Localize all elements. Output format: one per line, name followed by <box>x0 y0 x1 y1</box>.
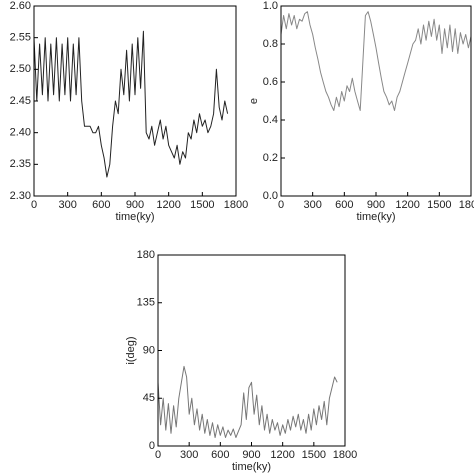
x-tick-label: 300 <box>180 449 198 461</box>
x-tick-label: 1500 <box>302 449 326 461</box>
y-tick-label: 0.4 <box>263 114 278 126</box>
data-line <box>280 11 472 111</box>
data-line <box>33 30 229 178</box>
x-tick-label: 300 <box>303 199 321 211</box>
x-tick-label: 1200 <box>156 199 180 211</box>
plot-frame <box>33 5 237 197</box>
y-tick-label: 0.6 <box>263 76 278 88</box>
y-tick-label: 45 <box>143 392 155 404</box>
y-tick-label: 1.0 <box>263 0 278 12</box>
y-tick-label: 0.2 <box>263 152 278 164</box>
x-tick-label: 1500 <box>427 199 451 211</box>
x-tick-label: 1500 <box>190 199 214 211</box>
y-tick-label: 2.55 <box>10 32 31 44</box>
y-tick-label: 0.8 <box>263 38 278 50</box>
x-tick-label: 300 <box>58 199 76 211</box>
x-tick-label: 600 <box>335 199 353 211</box>
y-tick-label: 2.40 <box>10 127 31 139</box>
x-tick-label: 0 <box>155 449 161 461</box>
y-tick-label: 90 <box>143 344 155 356</box>
y-tick-label: 135 <box>137 297 155 309</box>
x-tick-label: 1200 <box>270 449 294 461</box>
y-tick-label: 2.60 <box>10 0 31 12</box>
plot-frame <box>280 5 472 197</box>
x-tick-label: 0 <box>31 199 37 211</box>
y-axis-label: i(deg) <box>125 336 137 364</box>
x-tick-label: 600 <box>211 449 229 461</box>
x-tick-label: 1800 <box>333 449 357 461</box>
y-axis-label: e <box>248 98 260 104</box>
x-axis-label: time(ky) <box>115 211 154 223</box>
y-tick-label: 2.50 <box>10 63 31 75</box>
x-axis-label: time(ky) <box>356 211 395 223</box>
x-tick-label: 1200 <box>395 199 419 211</box>
x-tick-label: 0 <box>278 199 284 211</box>
data-line <box>157 365 338 438</box>
y-tick-label: 2.35 <box>10 158 31 170</box>
x-tick-label: 1800 <box>224 199 248 211</box>
x-tick-label: 900 <box>126 199 144 211</box>
x-tick-label: 600 <box>92 199 110 211</box>
x-tick-label: 1800 <box>459 199 474 211</box>
y-tick-label: 0 <box>149 440 155 452</box>
y-tick-label: 2.30 <box>10 190 31 202</box>
y-tick-label: 0.0 <box>263 190 278 202</box>
y-tick-label: 180 <box>137 249 155 261</box>
x-tick-label: 900 <box>367 199 385 211</box>
x-axis-label: time(ky) <box>232 461 271 473</box>
y-tick-label: 2.45 <box>10 95 31 107</box>
x-tick-label: 900 <box>242 449 260 461</box>
